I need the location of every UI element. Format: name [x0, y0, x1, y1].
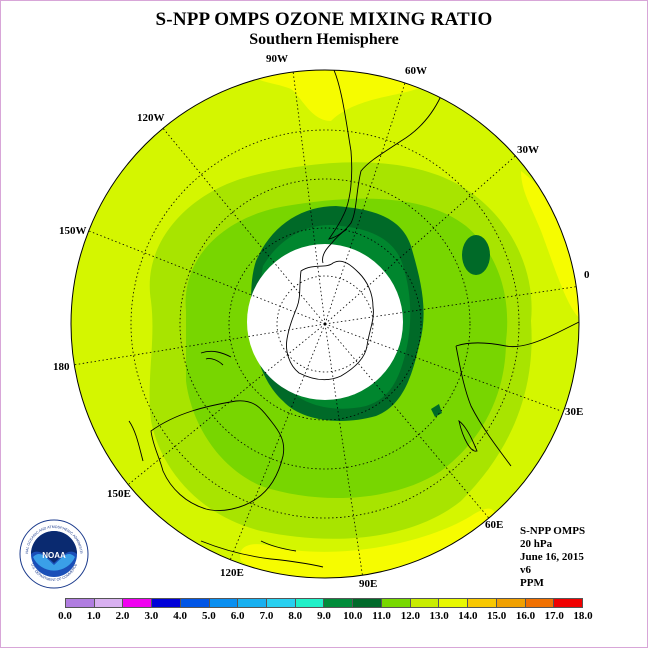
indonesia-coast [200, 540, 324, 568]
noaa-logo: NOAA NATIONAL OCEANIC AND ATMOSPHERIC AD… [19, 519, 89, 589]
colorbar-tick-label: 12.0 [400, 610, 420, 622]
colorbar-tick-label: 13.0 [429, 610, 449, 622]
lon-label-120e: 120E [220, 567, 244, 579]
polar-night-disk [247, 244, 403, 400]
info-version: v6 [520, 564, 531, 576]
info-instrument: S-NPP OMPS [520, 525, 586, 537]
colorbar-tick-label: 2.0 [115, 610, 130, 622]
lon-label-180: 180 [53, 361, 70, 373]
map-border [70, 69, 580, 579]
map-subtitle: Southern Hemisphere [249, 31, 399, 48]
colorbar [65, 598, 583, 608]
colorbar-swatch [468, 599, 497, 607]
antarctica-coast [286, 260, 374, 381]
colorbar-swatch [66, 599, 95, 607]
field-yellow-region-east [521, 171, 579, 321]
lon-label-90e: 90E [359, 578, 378, 590]
latitude-circles [130, 129, 520, 519]
colorbar-tick-label: 18.0 [573, 610, 593, 622]
colorbar-swatch [525, 599, 555, 607]
colorbar-tick-label: 5.0 [202, 610, 216, 622]
colorbar-tick-label: 8.0 [288, 610, 303, 622]
colorbar-swatch [496, 599, 526, 607]
colorbar-tick-label: 16.0 [515, 610, 536, 622]
lon-label-120w: 120W [137, 112, 165, 124]
colorbar-tick-label: 9.0 [317, 610, 331, 622]
colorbar-swatch [410, 599, 440, 607]
australia-coast [150, 400, 285, 511]
colorbar-swatch [324, 599, 354, 607]
colorbar-tick-label: 7.0 [259, 610, 274, 622]
field-yellow-region-north [251, 70, 422, 121]
colorbar-swatch [381, 599, 411, 607]
colorbar-swatch [180, 599, 210, 607]
lon-label-60e: 60E [485, 519, 504, 531]
south-america-coast [327, 70, 462, 240]
lon-label-150e: 150E [107, 488, 131, 500]
colorbar-swatch [238, 599, 268, 607]
lon-label-30w: 30W [517, 144, 539, 156]
map-title: S-NPP OMPS OZONE MIXING RATIO [155, 9, 493, 30]
lon-label-30e: 30E [565, 406, 584, 418]
lon-label-60w: 60W [405, 65, 427, 77]
colorbar-tick-label: 3.0 [144, 610, 159, 622]
lon-label-0: 0 [584, 269, 590, 281]
meridian-lines [71, 70, 579, 578]
field-dark-green-blob-east [462, 235, 490, 275]
colorbar-swatch [267, 599, 296, 607]
colorbar-tick-label: 14.0 [458, 610, 478, 622]
africa-coast [455, 320, 579, 467]
south-pole-marker [323, 322, 327, 326]
colorbar-tick-label: 6.0 [230, 610, 245, 622]
colorbar-swatch [554, 599, 582, 607]
info-level: 20 hPa [520, 538, 553, 550]
colorbar-swatch [123, 599, 153, 607]
colorbar-ticks: 0.0 1.0 2.0 3.0 4.0 5.0 6.0 7.0 8.0 9.0 10.0 11.0 12… [1, 610, 647, 624]
colorbar-swatch [439, 599, 469, 607]
colorbar-swatch [295, 599, 325, 607]
colorbar-tick-label: 4.0 [173, 610, 187, 622]
lon-label-90w: 90W [266, 53, 288, 65]
info-units: PPM [520, 577, 544, 589]
colorbar-tick-label: 0.0 [58, 610, 72, 622]
colorbar-tick-label: 1.0 [86, 610, 101, 622]
colorbar-swatch [94, 599, 124, 607]
coastlines [128, 70, 579, 568]
lon-label-150w: 150W [59, 225, 87, 237]
noaa-logo-text: NOAA [42, 551, 66, 560]
colorbar-swatch [353, 599, 382, 607]
colorbar-tick-label: 11.0 [372, 610, 391, 622]
madagascar-coast [458, 419, 478, 452]
colorbar-tick-label: 15.0 [487, 610, 507, 622]
colorbar-swatch [209, 599, 239, 607]
product-info: S-NPP OMPS 20 hPa June 16, 2015 v6 PPM [520, 525, 585, 590]
colorbar-tick-label: 10.0 [343, 610, 363, 622]
new-zealand-coast [200, 350, 232, 366]
colorbar-tick-label: 17.0 [544, 610, 564, 622]
new-guinea-coast [128, 420, 144, 462]
info-date: June 16, 2015 [520, 551, 584, 563]
colorbar-swatch [152, 599, 181, 607]
